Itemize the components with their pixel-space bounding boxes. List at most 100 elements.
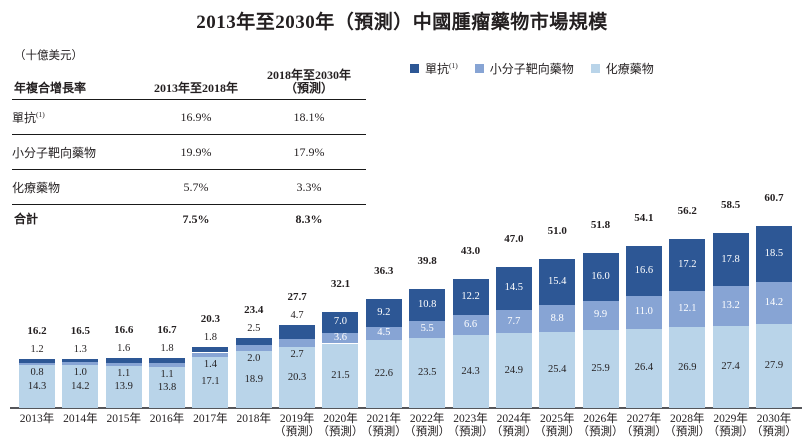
bar-segment-small-molecule — [669, 291, 706, 328]
bar-value-chemo: 27.4 — [721, 360, 740, 372]
bar-value-chemo: 27.9 — [764, 360, 784, 372]
x-axis-line — [10, 407, 802, 409]
bar-value-small-molecule: 5.5 — [420, 323, 434, 335]
x-axis-label: 2016年 — [149, 413, 185, 425]
bar-value-small-molecule: 8.8 — [550, 312, 564, 324]
row-label-total: 合計 — [14, 212, 39, 226]
bar-total-label: 16.5 — [70, 324, 90, 337]
bar-total-label: 16.7 — [157, 323, 177, 336]
bar-value-small-molecule: 14.2 — [764, 297, 784, 308]
bar-value-mab: 2.5 — [247, 322, 261, 334]
bar-segment-small-molecule — [712, 286, 749, 326]
bar-segment-small-molecule — [279, 339, 316, 348]
bar-segment-small-molecule — [19, 362, 55, 366]
row-label-small-molecule: 小分子靶向藥物 — [12, 145, 97, 160]
cagr-table: （十億美元） 年複合增長率 2013年至2018年 2018年至2030年 （預… — [12, 47, 366, 231]
bar-segment-mab — [582, 252, 619, 301]
bar-segment-mab — [452, 278, 489, 316]
unit-label: （十億美元） — [14, 50, 83, 62]
bar-value-mab: 14.5 — [504, 282, 524, 294]
bar-value-chemo: 18.9 — [244, 373, 263, 385]
bar-value-chemo: 26.9 — [678, 361, 697, 373]
bar-value-mab: 17.8 — [721, 253, 740, 265]
x-axis-label: 2018年 — [236, 413, 272, 425]
bar-value-mab: 1.8 — [160, 342, 174, 354]
row-value: 8.3% — [295, 212, 323, 226]
bar-segment-chemo — [149, 366, 186, 408]
bar-segment-small-molecule — [192, 352, 229, 357]
bar-value-mab: 7.0 — [333, 316, 347, 328]
legend-swatch-mab — [410, 64, 419, 73]
bar-value-small-molecule: 1.1 — [160, 368, 174, 380]
legend-swatch-chemo — [590, 64, 600, 73]
bar-value-chemo: 20.3 — [287, 371, 307, 383]
row-value: 7.5% — [182, 212, 210, 226]
row-label-mab: 單抗(1) — [12, 109, 45, 125]
bar-value-small-molecule: 1.1 — [117, 368, 131, 380]
bar-segment-mab — [539, 259, 576, 306]
bar-segment-chemo — [539, 331, 576, 408]
bar-segment-mab — [669, 239, 706, 291]
bar-segment-mab — [235, 337, 272, 346]
x-axis-label: 2026年 （預測） — [577, 413, 624, 438]
table-row: 小分子靶向藥物 19.9% 17.9% — [12, 135, 366, 170]
bar-segment-mab — [495, 266, 532, 311]
bar-segment-small-molecule — [235, 345, 272, 352]
x-axis-label: 2014年 — [63, 413, 98, 425]
table-header-2013-2018: 2013年至2018年 — [153, 81, 238, 95]
bar-value-small-molecule: 2.7 — [290, 349, 304, 361]
bar-value-chemo: 21.5 — [331, 369, 350, 381]
bar-segment-small-molecule — [625, 295, 662, 329]
bar-value-mab: 15.4 — [548, 276, 567, 288]
bar-value-small-molecule: 3.6 — [333, 332, 347, 344]
bar-segment-chemo — [62, 365, 99, 408]
bar-segment-mab — [192, 347, 229, 353]
x-axis-label: 2020年 （預測） — [317, 413, 364, 438]
bar-total-label: 47.0 — [504, 232, 524, 245]
x-axis-label: 2015年 — [106, 413, 141, 425]
bar-value-small-molecule: 1.0 — [73, 367, 87, 379]
bar-total-label: 36.3 — [374, 265, 394, 278]
bar-total-label: 51.0 — [547, 225, 567, 238]
row-value: 3.3% — [296, 179, 322, 194]
bar-total-label: 32.1 — [330, 277, 351, 290]
bar-segment-chemo — [452, 335, 489, 408]
bar-value-small-molecule: 9.9 — [593, 309, 608, 321]
bar-total-label: 16.2 — [27, 325, 47, 338]
table-header-row: 年複合增長率 2013年至2018年 2018年至2030年 （預測） — [12, 69, 366, 100]
bar-segment-small-molecule — [495, 310, 532, 334]
bar-segment-mab — [625, 246, 662, 296]
bar-value-chemo: 23.5 — [417, 366, 437, 378]
bar-segment-chemo — [19, 365, 55, 408]
bar-value-chemo: 13.9 — [114, 381, 133, 393]
bar-segment-mab — [712, 232, 749, 287]
x-axis-label: 2017年 — [193, 413, 228, 425]
x-axis-label: 2028年 （預測） — [664, 413, 711, 438]
bar-segment-chemo — [582, 330, 619, 408]
bar-value-chemo: 24.9 — [504, 364, 524, 376]
bar-total-label: 23.4 — [244, 303, 264, 316]
bar-value-mab: 10.8 — [417, 298, 437, 310]
bar-segment-small-molecule — [409, 321, 446, 338]
x-axis-label: 2025年 （預測） — [534, 413, 581, 438]
bar-value-mab: 1.2 — [30, 344, 44, 356]
bar-value-chemo: 13.8 — [157, 381, 177, 393]
bar-segment-small-molecule — [149, 363, 186, 367]
bar-total-label: 60.7 — [764, 192, 784, 205]
bar-value-small-molecule: 6.6 — [463, 319, 478, 331]
bar-value-small-molecule: 13.2 — [721, 300, 740, 311]
bar-total-label: 54.1 — [634, 212, 654, 224]
bar-segment-small-molecule — [582, 300, 619, 331]
bar-segment-chemo — [192, 356, 229, 408]
bar-value-chemo: 25.9 — [591, 363, 610, 375]
bar-segment-mab — [149, 357, 186, 364]
bar-segment-chemo — [712, 325, 749, 408]
x-axis-label: 2019年 （預測） — [274, 413, 321, 438]
row-value: 5.7% — [183, 179, 209, 194]
bar-segment-mab — [365, 299, 402, 327]
table-header-cagr: 年複合增長率 — [14, 81, 87, 95]
bar-segment-small-molecule — [539, 305, 576, 332]
footnote-marker: (1) — [36, 109, 45, 119]
bar-value-mab: 18.5 — [764, 247, 784, 259]
legend-item-small-molecule: 小分子靶向藥物 — [474, 60, 574, 77]
